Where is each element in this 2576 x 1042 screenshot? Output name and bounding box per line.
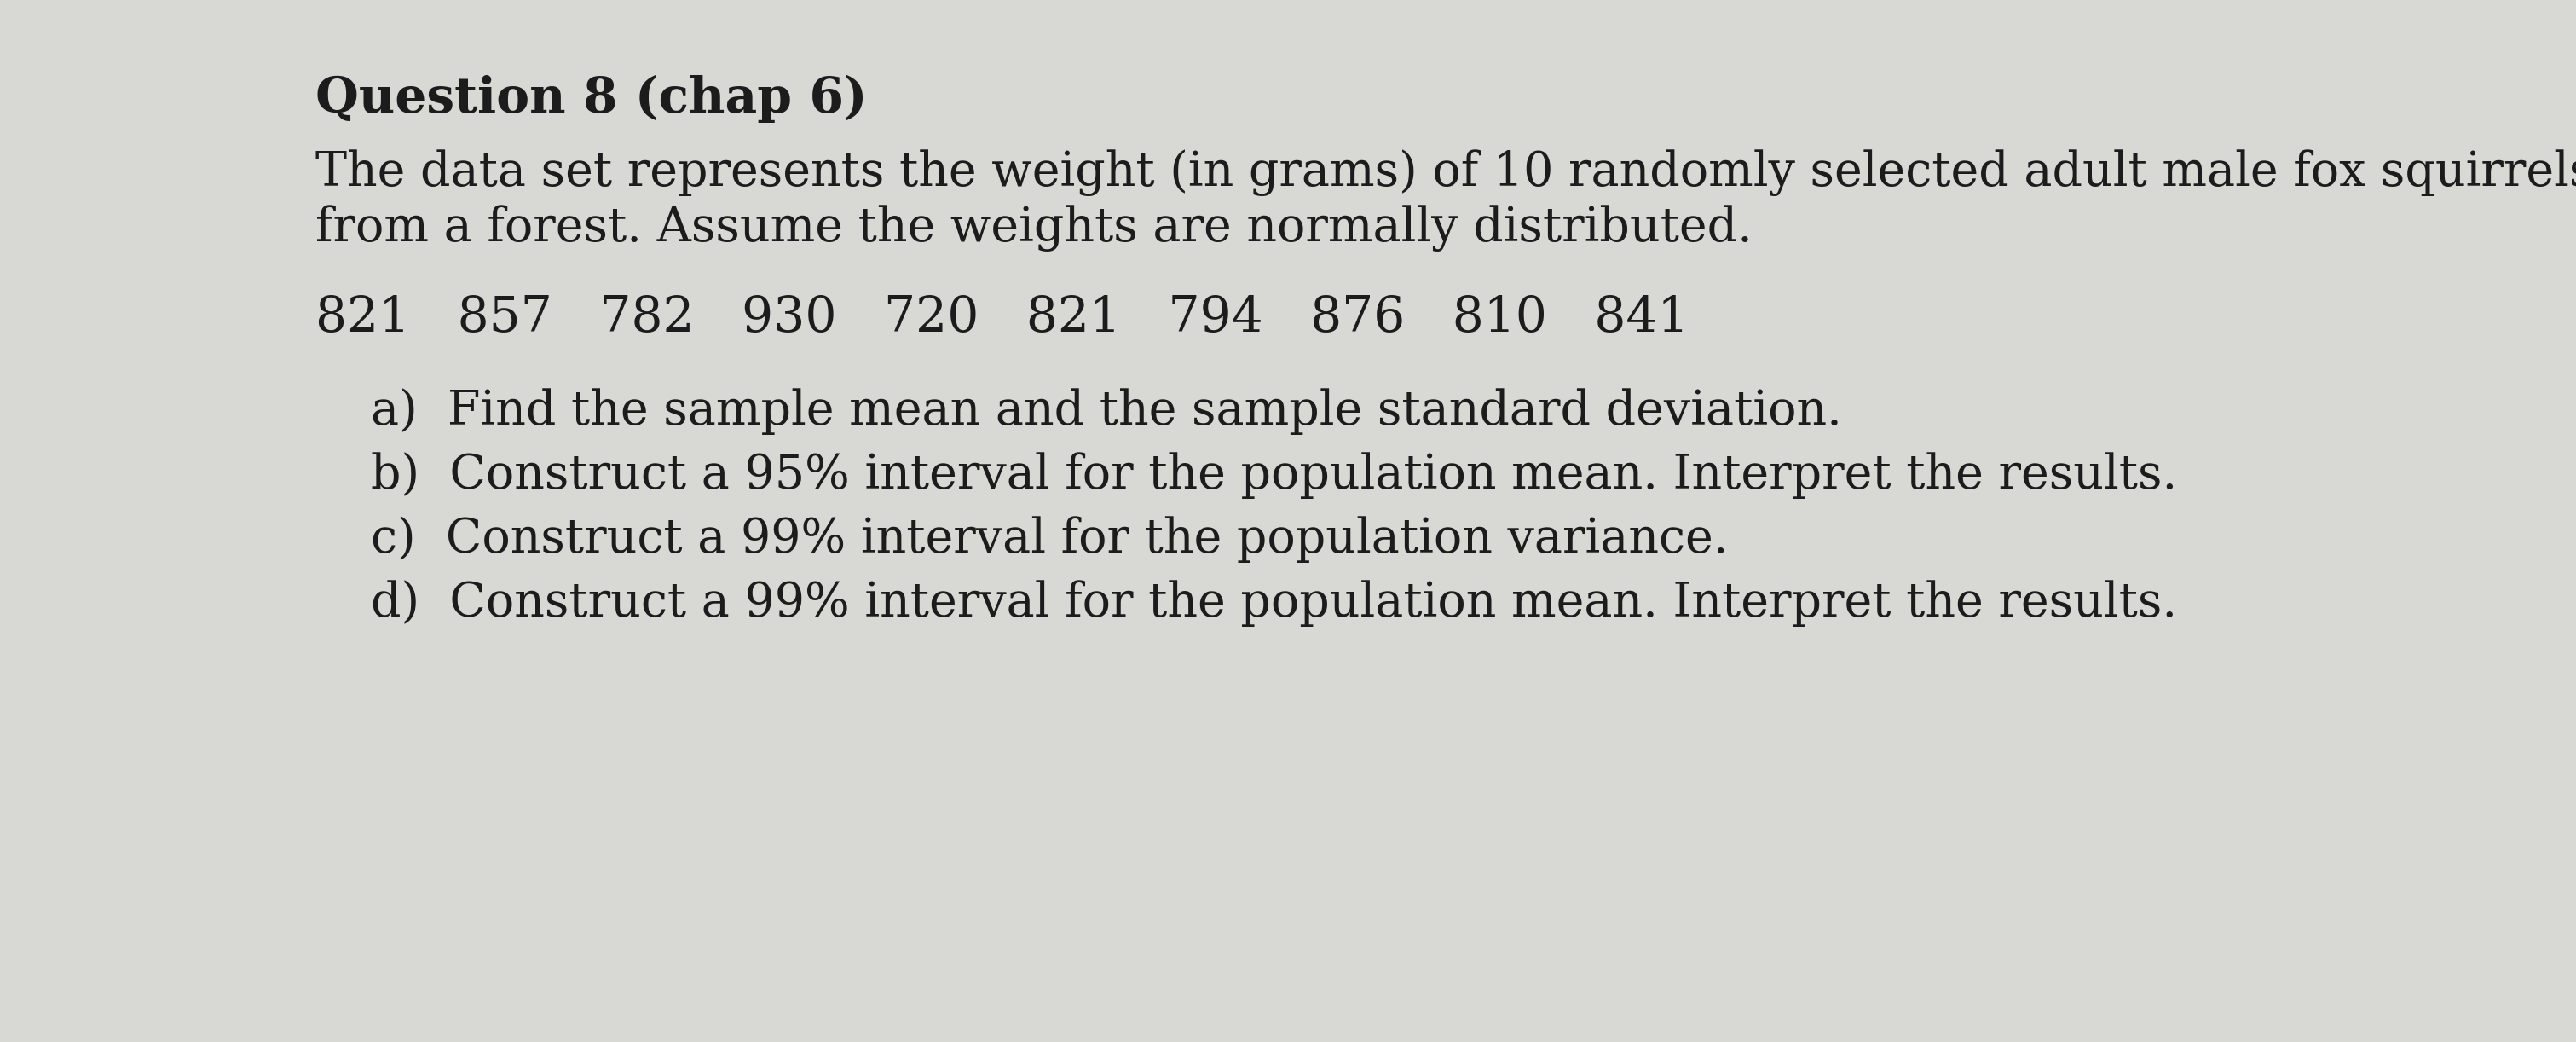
Text: from a forest. Assume the weights are normally distributed.: from a forest. Assume the weights are no…: [314, 204, 1752, 251]
Text: 821   857   782   930   720   821   794   876   810   841: 821 857 782 930 720 821 794 876 810 841: [314, 294, 1690, 342]
Text: c)  Construct a 99% interval for the population variance.: c) Construct a 99% interval for the popu…: [371, 516, 1728, 563]
Text: a)  Find the sample mean and the sample standard deviation.: a) Find the sample mean and the sample s…: [371, 388, 1842, 435]
Text: The data set represents the weight (in grams) of 10 randomly selected adult male: The data set represents the weight (in g…: [314, 149, 2576, 196]
Text: Question 8 (chap 6): Question 8 (chap 6): [314, 75, 868, 123]
Text: b)  Construct a 95% interval for the population mean. Interpret the results.: b) Construct a 95% interval for the popu…: [371, 452, 2177, 499]
Text: d)  Construct a 99% interval for the population mean. Interpret the results.: d) Construct a 99% interval for the popu…: [371, 579, 2177, 626]
